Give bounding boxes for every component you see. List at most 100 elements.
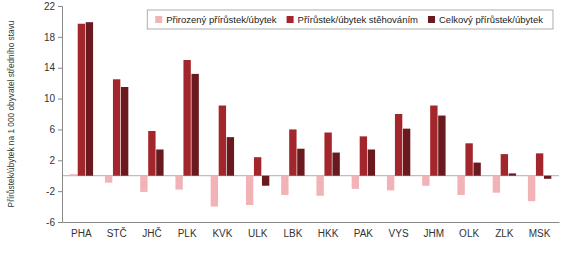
y-axis: -6 -2 2 6 10 14 18 22 — [44, 1, 63, 228]
bar — [544, 176, 551, 179]
bar — [509, 173, 516, 175]
y-tick-label: 10 — [44, 93, 56, 104]
bar — [473, 163, 480, 176]
x-tick: PLK — [178, 222, 197, 239]
bar — [86, 22, 93, 176]
x-tick: JHČ — [142, 222, 161, 239]
y-tick: 14 — [44, 62, 62, 73]
bar — [324, 133, 331, 176]
x-tick: VYS — [389, 222, 409, 239]
bar — [297, 149, 304, 176]
legend-label: Celkový přírůstek/úbytek — [439, 14, 543, 25]
y-tick-mark — [58, 99, 62, 100]
y-tick-mark — [58, 129, 62, 130]
x-axis: PHA STČ JHČ PLK KVK ULK LBK HKK PAK VYS JHM OLK ZLK M… — [63, 222, 560, 239]
legend-label: Přírůstek/úbytek stěhováním — [298, 14, 418, 25]
bar — [430, 106, 437, 176]
bars — [70, 22, 552, 206]
series — [70, 174, 536, 206]
x-tick-label: ULK — [248, 228, 268, 239]
zero-line — [62, 175, 559, 176]
bar — [493, 176, 500, 193]
bar — [211, 176, 218, 207]
legend-item: Přirozený přírůstek/úbytek — [155, 14, 277, 25]
x-tick-label: JHM — [424, 228, 445, 239]
legend-swatch — [428, 16, 435, 23]
bar — [457, 176, 464, 195]
bar — [501, 154, 508, 176]
x-tick: ULK — [248, 222, 268, 239]
bar — [227, 137, 234, 176]
bar — [438, 116, 445, 176]
y-tick: -6 — [46, 217, 62, 228]
bar — [219, 106, 226, 176]
y-tick-mark — [58, 191, 62, 192]
x-tick: OLK — [459, 222, 479, 239]
bar — [332, 153, 339, 176]
chart: -6 -2 2 6 10 14 18 22 PHA STČ JHČ PLK KVK ULK LBK HKK PA… — [0, 0, 567, 266]
x-tick: KVK — [212, 222, 232, 239]
x-tick-label: PHA — [71, 228, 92, 239]
y-tick: 18 — [44, 32, 62, 43]
bar — [536, 153, 543, 175]
bar — [368, 149, 375, 175]
plot: -6 -2 2 6 10 14 18 22 PHA STČ JHČ PLK KVK ULK LBK HKK PA… — [44, 1, 560, 239]
x-axis-line — [63, 222, 560, 223]
bar — [148, 131, 155, 176]
legend: Přirozený přírůstek/úbytek Přírůstek/úbyt… — [147, 10, 553, 29]
x-tick-label: PAK — [354, 228, 374, 239]
bar — [70, 174, 77, 176]
y-tick-mark — [58, 6, 62, 7]
x-tick: PAK — [354, 222, 374, 239]
bar — [121, 87, 128, 176]
y-tick-label: -2 — [46, 186, 55, 197]
x-tick-label: VYS — [389, 228, 409, 239]
bar — [387, 176, 394, 191]
y-tick: -2 — [46, 186, 62, 197]
y-tick-label: 14 — [44, 62, 56, 73]
bar — [191, 74, 198, 176]
y-tick-mark — [58, 37, 62, 38]
bar — [316, 176, 323, 196]
x-tick-label: STČ — [107, 227, 127, 239]
x-tick-label: LBK — [283, 228, 302, 239]
x-tick: ZLK — [495, 222, 514, 239]
y-axis-line — [58, 7, 63, 223]
bar — [360, 136, 367, 175]
legend-label: Přirozený přírůstek/úbytek — [166, 14, 277, 25]
series — [86, 22, 552, 186]
x-tick: HKK — [318, 222, 339, 239]
bar — [403, 129, 410, 176]
y-tick-mark — [58, 160, 62, 161]
x-tick-label: MSK — [529, 228, 551, 239]
y-tick-label: 18 — [44, 32, 56, 43]
x-tick: PHA — [71, 222, 92, 239]
y-tick: 22 — [44, 1, 62, 12]
y-tick: 6 — [49, 124, 62, 135]
series — [78, 24, 544, 176]
x-tick-label: JHČ — [142, 227, 161, 239]
bar — [528, 176, 535, 201]
bar — [352, 176, 359, 189]
bar — [105, 176, 112, 183]
x-tick: JHM — [424, 222, 445, 239]
y-tick: 2 — [49, 155, 62, 166]
legend-item: Přírůstek/úbytek stěhováním — [287, 14, 418, 25]
x-tick-label: PLK — [178, 228, 197, 239]
bar — [422, 176, 429, 186]
x-tick: MSK — [529, 222, 551, 239]
bar — [395, 114, 402, 176]
y-tick-label: 22 — [44, 1, 56, 12]
bar — [246, 176, 253, 205]
y-tick-mark — [58, 68, 62, 69]
x-tick-label: HKK — [318, 228, 339, 239]
y-axis-title: Přírůstek/úbytek na 1 000 obyvatel střed… — [6, 20, 16, 207]
x-tick-label: ZLK — [495, 228, 514, 239]
y-tick: 10 — [44, 93, 62, 104]
x-tick-label: KVK — [212, 228, 232, 239]
y-tick-label: 6 — [49, 124, 55, 135]
x-tick: LBK — [283, 222, 302, 239]
y-tick-mark — [58, 222, 62, 223]
bar — [281, 176, 288, 195]
bar — [156, 149, 163, 175]
